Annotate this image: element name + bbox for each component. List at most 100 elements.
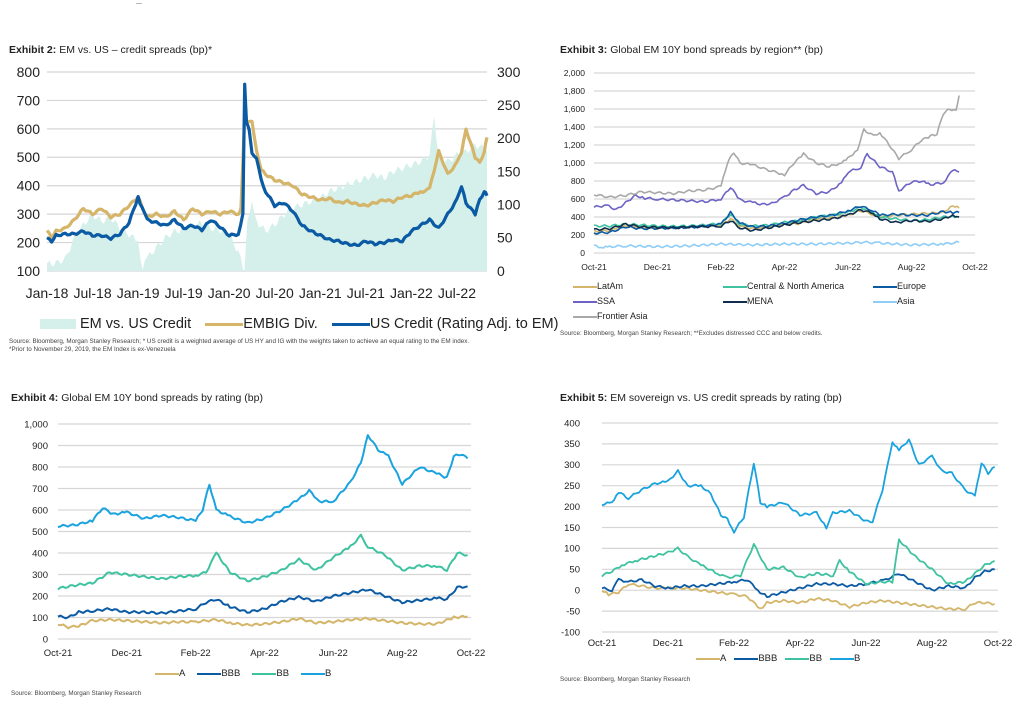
legend-item-bbb: BBB [734, 653, 777, 664]
y-tick-label: 900 [32, 441, 48, 452]
legend-swatch-line [331, 322, 370, 326]
legend-item-a: A [696, 653, 726, 664]
y-tick-label: 1,000 [24, 419, 48, 430]
legend-label: BBB [221, 668, 241, 679]
x-tick-label: Jun-22 [319, 648, 348, 659]
y-tick-label: 200 [571, 230, 585, 240]
exhibit-3-title-text: Global EM 10Y bond spreads by region** (… [610, 44, 824, 56]
y-tick-label: 800 [32, 462, 48, 473]
y-tick-label: 1,800 [564, 86, 586, 96]
legend-swatch-line [723, 300, 747, 303]
legend-item-asia: Asia [873, 294, 915, 309]
legend-label: BB [276, 668, 290, 679]
legend-label: Frontier Asia [597, 311, 648, 321]
legend-label: A [720, 653, 727, 664]
y-tick-label: 1,400 [564, 122, 586, 132]
legend-swatch-line [723, 285, 747, 288]
y-tick-label: 600 [17, 121, 41, 137]
y-tick-label: 300 [17, 206, 41, 222]
x-tick-label: Feb-22 [708, 262, 735, 272]
y-tick-label: 200 [564, 502, 580, 513]
exhibit-2-legend: EM vs. US Credit EMBIG Div. US Credit (R… [40, 316, 558, 332]
legend-label: Asia [897, 296, 915, 306]
legend-label: A [179, 668, 186, 679]
y-tick-label: 800 [571, 176, 585, 186]
x-tick-label: Jan-19 [117, 285, 160, 298]
legend-label: MENA [747, 296, 774, 306]
y-tick-label: 2,000 [564, 68, 586, 78]
legend-item-central-north-america: Central & North America [723, 279, 873, 294]
legend-swatch-line [205, 322, 244, 326]
x-tick-label: Jul-21 [347, 285, 385, 298]
line-series-asia [593, 240, 960, 249]
y2-tick-label: 250 [497, 97, 521, 113]
y-tick-label: 0 [43, 634, 48, 645]
exhibit-4-legend: A BBB BB B [155, 668, 331, 679]
legend-item-ssa: SSA [573, 294, 723, 309]
line-series-bb [601, 538, 996, 586]
x-tick-label: Apr-22 [772, 262, 798, 272]
source-line: Source: Bloomberg, Morgan Stanley Resear… [560, 676, 691, 683]
legend-item-latam: LatAm [573, 279, 723, 294]
y-tick-label: 700 [17, 92, 41, 108]
y-tick-label: 600 [571, 194, 585, 204]
legend-label: Central & North America [747, 281, 845, 291]
line-series-bb [57, 533, 468, 591]
x-tick-label: Jul-18 [73, 285, 111, 298]
source-line: Source: Bloomberg, Morgan Stanley Resear… [560, 330, 823, 337]
x-tick-label: Aug-22 [387, 648, 418, 659]
area-series-em-vs-us-credit [47, 116, 487, 272]
legend-item-frontier-asia: Frontier Asia [573, 309, 648, 324]
x-tick-label: Aug-22 [917, 638, 948, 649]
exhibit-4-title-text: Global EM 10Y bond spreads by rating (bp… [61, 392, 263, 404]
exhibit-4-label: Exhibit 4: [11, 392, 59, 404]
legend-swatch-line [734, 657, 759, 660]
legend-item-embig-div: EMBIG Div. [205, 316, 318, 332]
x-tick-label: Jan-21 [299, 285, 342, 298]
exhibit-3-source: Source: Bloomberg, Morgan Stanley Resear… [560, 330, 823, 338]
y-tick-label: 500 [17, 149, 41, 165]
legend-item-us-credit: US Credit (Rating Adj. to EM) [331, 316, 558, 332]
exhibit-2-label: Exhibit 2: [9, 44, 57, 56]
x-tick-label: Dec-21 [112, 648, 143, 659]
y2-tick-label: 0 [497, 263, 505, 279]
gridlines [594, 72, 975, 254]
x-tick-label: Dec-21 [653, 638, 684, 649]
y-tick-label: 400 [571, 212, 585, 222]
y-tick-label: 100 [32, 613, 48, 624]
x-tick-label: Oct-22 [457, 648, 486, 659]
y-tick-label: 300 [32, 570, 48, 581]
x-tick-label: Oct-21 [44, 648, 73, 659]
legend-swatch-line [252, 672, 277, 675]
x-tick-label: Jan-20 [208, 285, 251, 298]
y-tick-label: 350 [564, 439, 580, 450]
y-tick-label: 800 [17, 64, 41, 80]
legend-item-mena: MENA [723, 294, 873, 309]
legend-swatch-line [830, 657, 855, 660]
line-series-europe [593, 205, 960, 235]
y-tick-label: 1,000 [564, 158, 586, 168]
y2-tick-label: 200 [497, 130, 521, 146]
line-series-mena [594, 208, 960, 232]
legend-label: BB [809, 653, 823, 664]
legend-label: BBB [758, 653, 778, 664]
line-series-frontier-asia [593, 95, 960, 199]
line-series-b [601, 438, 996, 534]
legend-item-em-vs-us-credit: EM vs. US Credit [40, 316, 191, 332]
legend-swatch-line [873, 285, 897, 288]
y-tick-label: 0 [575, 586, 580, 597]
exhibit-3-title: Exhibit 3: Global EM 10Y bond spreads by… [560, 44, 823, 56]
y2-tick-label: 300 [497, 64, 521, 80]
source-line: *Prior to November 29, 2019, the EM Inde… [9, 346, 176, 353]
exhibit-5-source: Source: Bloomberg, Morgan Stanley Resear… [560, 676, 690, 684]
line-series-bbb [57, 585, 468, 620]
x-tick-label: Jul-22 [438, 285, 476, 298]
legend-swatch-line [155, 672, 179, 675]
y-tick-label: 400 [32, 548, 48, 559]
exhibit-3-label: Exhibit 3: [560, 44, 608, 56]
line-series-b [57, 434, 469, 529]
legend-item-b: B [301, 668, 331, 679]
y-tick-label: 300 [564, 460, 580, 471]
y-tick-label: 200 [17, 234, 41, 250]
x-tick-label: Oct-21 [588, 638, 617, 649]
